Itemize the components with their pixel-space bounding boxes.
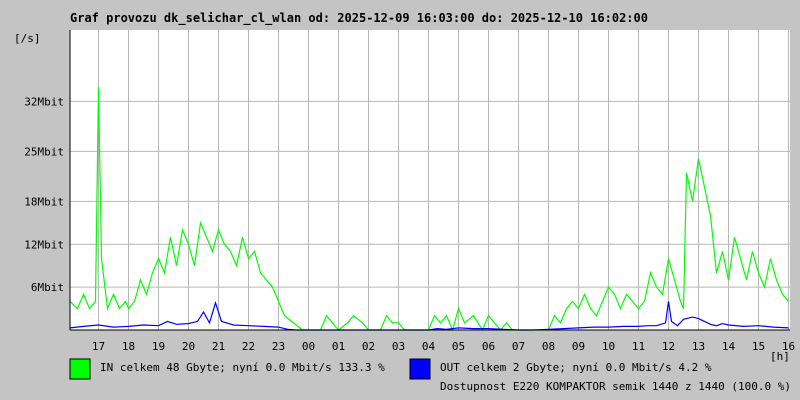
x-tick-label: 19 (152, 340, 165, 353)
x-tick-label: 13 (692, 340, 705, 353)
legend-in-text: IN celkem 48 Gbyte; nyní 0.0 Mbit/s 133.… (100, 361, 385, 374)
x-tick-label: 22 (242, 340, 255, 353)
y-tick-label: 12Mbit (24, 238, 64, 251)
y-axis-label: [/s] (14, 32, 41, 45)
y-tick-label: 32Mbit (24, 95, 64, 108)
x-tick-label: 06 (482, 340, 495, 353)
y-tick-label: 18Mbit (24, 195, 64, 208)
series-line-out (69, 300, 789, 331)
x-tick-label: 04 (422, 340, 436, 353)
series-lines (69, 87, 789, 332)
plot-area (70, 30, 790, 330)
x-tick-label: 01 (332, 340, 345, 353)
x-tick-label: 23 (272, 340, 285, 353)
y-tick-label: 25Mbit (24, 145, 64, 158)
x-tick-label: 20 (182, 340, 195, 353)
x-tick-label: 11 (632, 340, 645, 353)
series-line-in (69, 87, 789, 332)
x-tick-label: 16 (782, 340, 795, 353)
x-tick-label: 00 (302, 340, 315, 353)
x-tick-label: 09 (572, 340, 585, 353)
x-tick-label: 15 (752, 340, 765, 353)
x-tick-label: 05 (452, 340, 465, 353)
legend-in-swatch (69, 358, 91, 380)
x-tick-label: 07 (512, 340, 525, 353)
y-tick-labels: 6Mbit 12Mbit 18Mbit 25Mbit 32Mbit (24, 95, 64, 294)
legend-out-swatch (409, 358, 431, 380)
x-tick-label: 12 (662, 340, 675, 353)
chart-title: Graf provozu dk_selichar_cl_wlan od: 202… (70, 11, 648, 26)
x-tick-label: 08 (542, 340, 555, 353)
availability-text: Dostupnost E220 KOMPAKTOR semik 1440 z 1… (440, 380, 791, 393)
x-tick-label: 17 (92, 340, 105, 353)
x-tick-labels: 17 18 19 20 21 22 23 00 01 02 03 04 05 06 07 08 09 10 11 12… (92, 340, 795, 353)
x-tick-label: 14 (722, 340, 736, 353)
x-tick-label: 03 (392, 340, 405, 353)
y-tick-label: 6Mbit (31, 281, 64, 294)
x-tick-label: 02 (362, 340, 375, 353)
x-tick-label: 18 (122, 340, 135, 353)
grid (70, 30, 790, 330)
x-tick-label: 21 (212, 340, 225, 353)
x-axis-label: [h] (770, 350, 790, 363)
legend-out-text: OUT celkem 2 Gbyte; nyní 0.0 Mbit/s 4.2 … (440, 361, 712, 374)
x-tick-label: 10 (602, 340, 615, 353)
